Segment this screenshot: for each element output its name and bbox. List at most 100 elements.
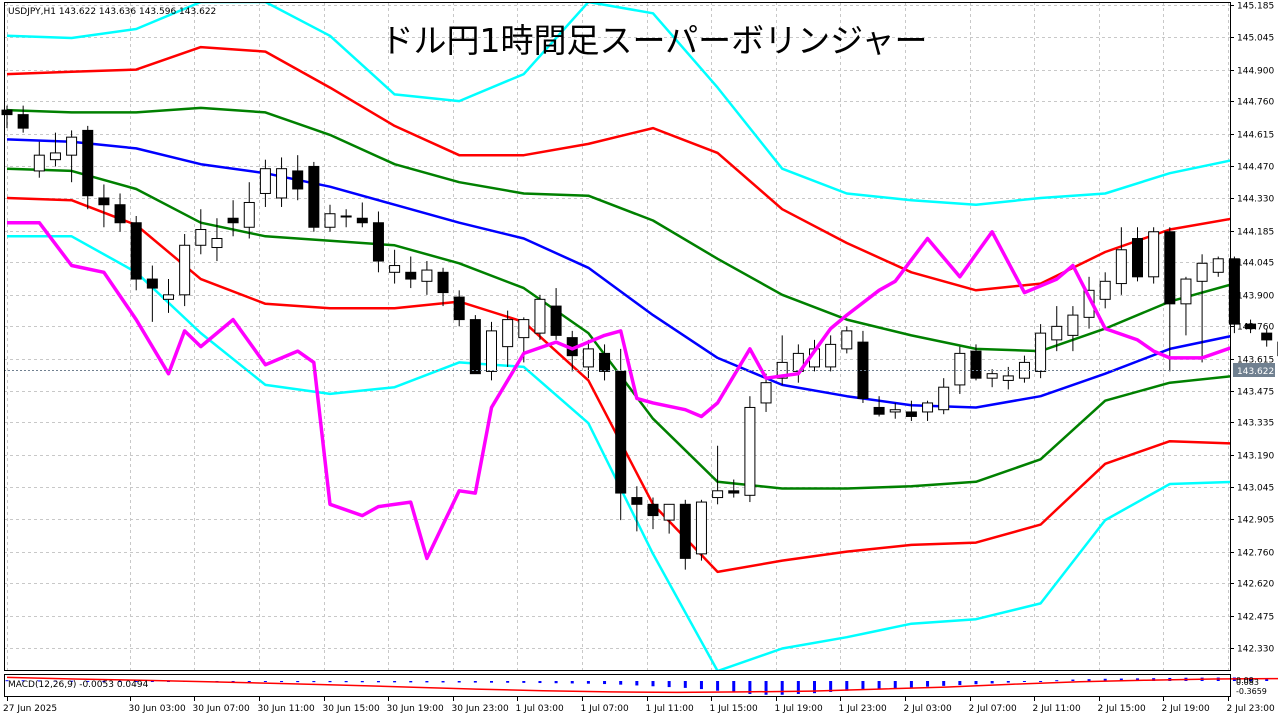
x-tick-label: 2 Jul 11:00 [1033,704,1082,714]
band-upper-3sigma [6,2,1230,206]
x-tick-label: 1 Jul 23:00 [839,704,888,714]
candle-body [98,197,110,206]
candle-body [340,215,352,218]
macd-histogram-bar [635,681,639,686]
candle-body [744,406,756,496]
x-tick-label: 1 Jul 03:00 [516,704,565,714]
candle-body [873,406,885,415]
candle-body [421,269,433,282]
x-tick-label: 1 Jul 15:00 [710,704,759,714]
macd-histogram-bar [490,681,493,683]
macd-histogram-bar [554,681,558,684]
candle-body [163,294,174,300]
macd-histogram-bar [570,681,574,684]
macd-axis-top: 0.083 [1236,678,1259,687]
candle-body [66,136,78,156]
macd-histogram-bar [102,681,106,682]
candle-body [356,217,368,224]
candle-body [469,319,481,375]
candle-body [615,370,627,494]
candle-body [1180,278,1192,305]
candle-body [1002,375,1014,381]
macd-histogram-bar [748,681,752,694]
candle-body [760,382,772,404]
macd-histogram-bar [134,681,138,682]
macd-histogram-bar [990,681,994,684]
macd-histogram-bar [441,681,445,683]
macd-histogram-bar [118,681,122,682]
band-upper-2sigma [6,45,1230,292]
x-tick-label: 27 Jun 2025 [3,704,57,714]
candle-body [922,402,934,413]
chikou-span [7,220,1230,561]
x-tick-label: 2 Jul 19:00 [1162,704,1211,714]
candle-body [1051,325,1063,341]
y-tick-label: 142.905 [1237,516,1274,526]
macd-histogram-bar [360,681,364,683]
macd-histogram-bar [861,681,865,690]
x-tick-label: 30 Jun 07:00 [193,704,250,714]
candle-body [49,152,61,161]
candle-body [647,503,659,517]
chart-title: ドル円1時間足スーパーボリンジャー [380,21,927,60]
y-tick-label: 143.335 [1237,419,1274,429]
candle-body [825,343,837,368]
candle-body [405,271,417,280]
candle-body [1212,258,1224,273]
y-tick-label: 144.470 [1237,163,1274,173]
macd-histogram-bar [231,681,235,682]
x-tick-label: 30 Jun 11:00 [258,704,315,714]
candle-body [179,244,191,296]
candle-body [1035,332,1047,372]
candle-body [663,503,675,521]
candle-body [211,238,223,249]
macd-histogram-bar [280,681,284,683]
candle-body [841,330,853,350]
macd-histogram-bar [780,681,784,695]
y-tick-label: 142.330 [1237,645,1274,655]
candle-body [114,204,126,224]
macd-histogram-bar [263,681,267,683]
candle-body [1148,231,1160,278]
candle-body [679,503,691,559]
candle-body [712,490,724,499]
candle-body [33,154,45,172]
y-tick-label: 144.045 [1237,259,1274,269]
candle-body [857,341,869,399]
symbol-info: USDJPY,H1 143.622 143.636 143.596 143.62… [8,7,216,17]
x-tick-label: 1 Jul 07:00 [581,704,630,714]
y-tick-label: 143.045 [1237,484,1274,494]
macd-histogram-bar [586,681,590,684]
y-tick-label: 143.190 [1237,452,1274,462]
macd-histogram-bar [813,681,816,694]
x-tick-label: 30 Jun 19:00 [387,704,444,714]
time-axis: 27 Jun 2025 30 Jun 03:00 30 Jun 07:00 30 Ju… [3,697,1275,714]
macd-histogram-bar [1022,681,1026,682]
macd-histogram-bar [37,680,41,682]
y-tick-label: 145.185 [1237,2,1274,12]
macd-histogram-bar [651,681,655,687]
y-tick-label: 144.185 [1237,228,1274,238]
candle-body [938,386,950,411]
macd-histogram-bar [909,681,913,688]
macd-histogram-bar [1119,678,1123,681]
candle-body [82,129,94,197]
candle-body [1196,262,1208,282]
macd-histogram-bar [699,681,703,690]
candle-body [1099,280,1111,300]
y-tick-label: 142.760 [1237,549,1274,559]
macd-histogram-bar [344,681,348,683]
candle-body [1245,323,1257,330]
macd-histogram-bar [247,681,251,682]
macd-histogram-bar [716,681,720,691]
candle-body [728,490,740,494]
macd-histogram-bar [53,680,57,682]
candle-body [259,168,271,194]
macd-histogram-bar [603,681,607,685]
macd-histogram-bar [506,681,510,683]
band-lower-3sigma [7,235,1230,671]
macd-histogram-bar [425,681,429,683]
candle-body [905,411,917,417]
band-sma [6,138,1230,409]
